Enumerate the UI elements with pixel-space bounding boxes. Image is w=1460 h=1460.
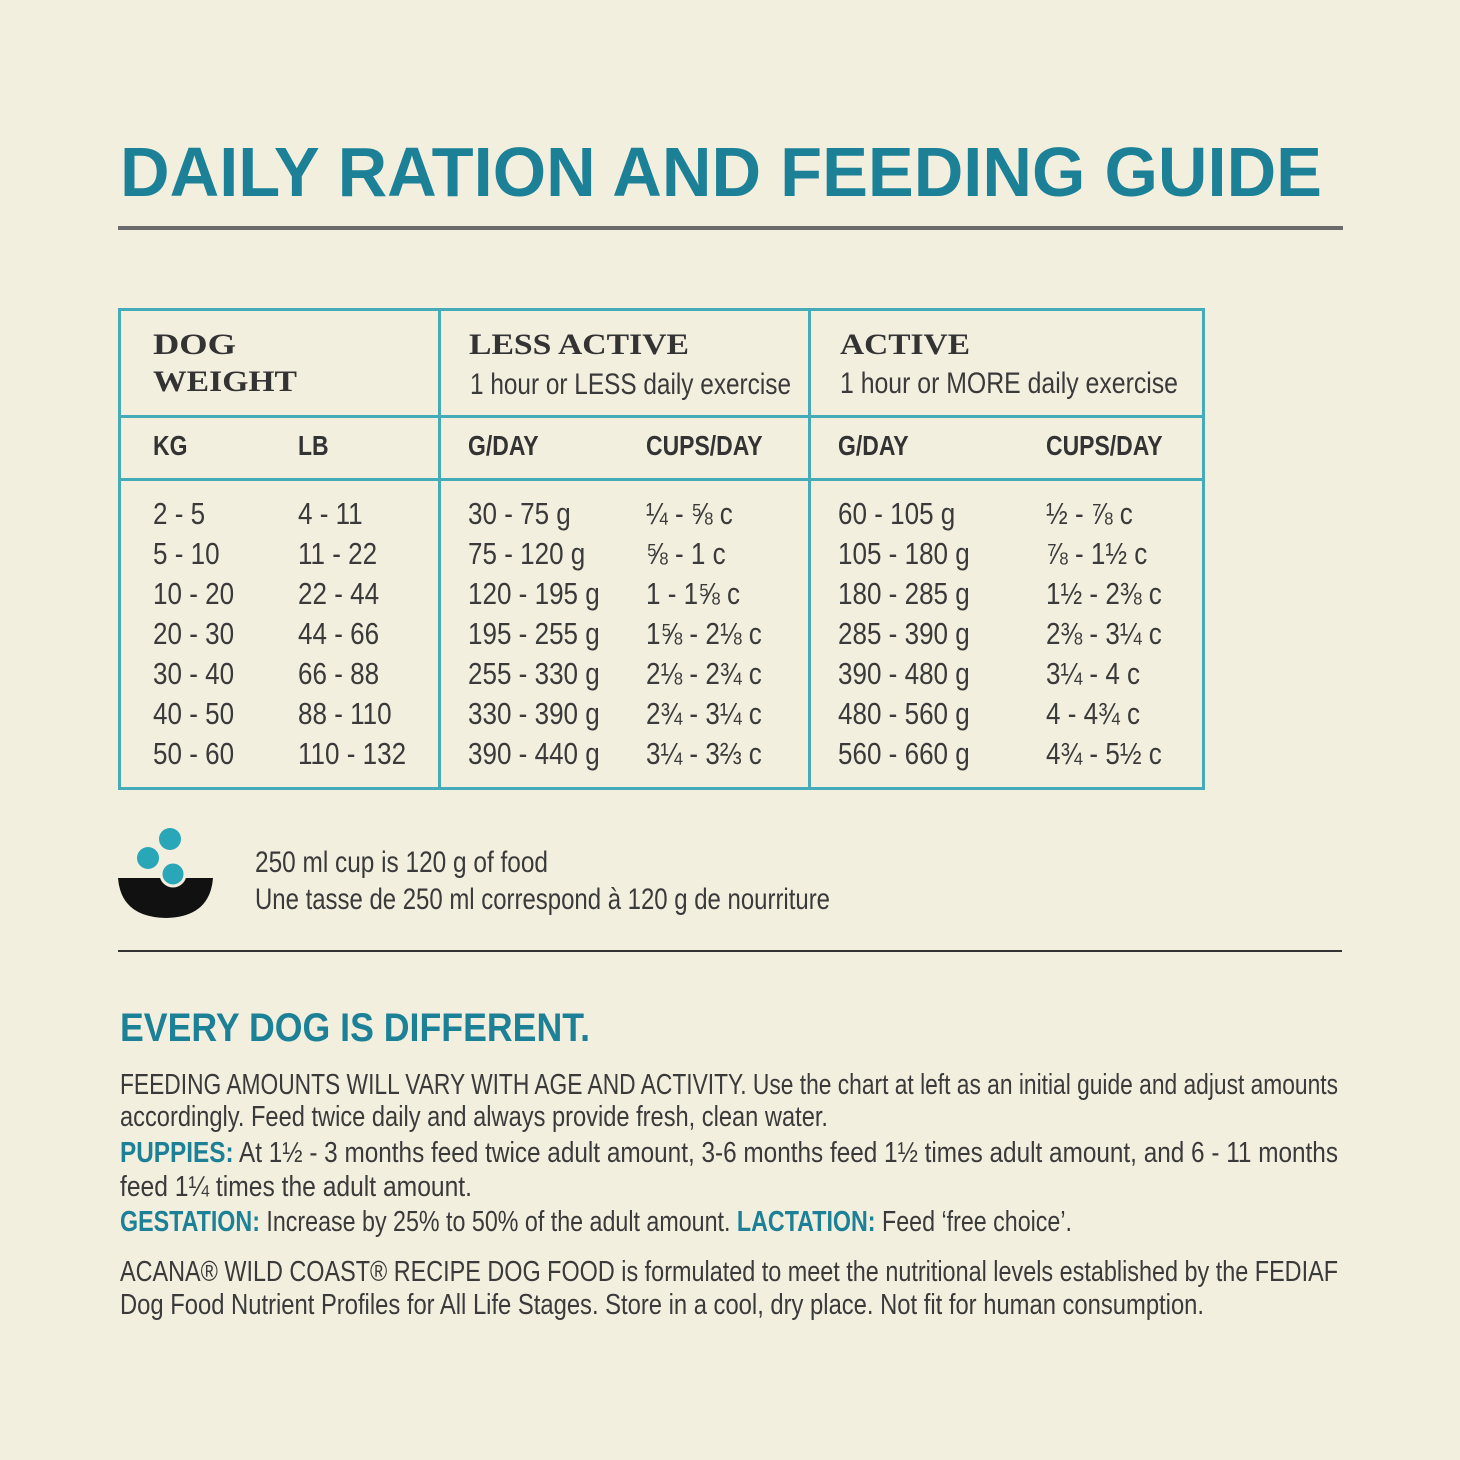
table-cell: 10 - 20 [153,576,235,611]
table-cell: ¼ - ⅝ c [646,496,733,531]
table-cell: 390 - 480 g [838,656,970,691]
column-divider [438,308,441,790]
table-cell: ⅝ - 1 c [646,536,726,571]
table-cell: 2⅛ - 2¾ c [646,656,762,691]
notes-intro: FEEDING AMOUNTS WILL VARY WITH AGE AND A… [120,1069,1338,1101]
notes-intro: accordingly. Feed twice daily and always… [120,1101,828,1133]
column-header: CUPS/DAY [1046,430,1163,461]
table-border [118,308,121,790]
header-dog-weight: WEIGHT [153,365,297,398]
lactation-text: Feed ‘free choice’. [882,1206,1072,1238]
table-cell: 1⅝ - 2⅛ c [646,616,762,651]
table-cell: 75 - 120 g [468,536,586,571]
column-header: LB [298,430,329,461]
table-cell: ⅞ - 1½ c [1046,536,1148,571]
table-cell: 4 - 11 [298,496,363,531]
column-header: G/DAY [468,430,539,461]
table-border [118,787,1205,790]
table-cell: 40 - 50 [153,696,235,731]
table-cell: 3¼ - 3⅔ c [646,736,762,771]
subheader-active: 1 hour or MORE daily exercise [840,367,1178,400]
table-cell: 20 - 30 [153,616,235,651]
table-cell: 22 - 44 [298,576,380,611]
table-cell: 1½ - 2⅜ c [1046,576,1162,611]
table-cell: 5 - 10 [153,536,220,571]
section-rule [118,950,1342,952]
header-dog-weight: DOG [153,328,236,361]
column-header: CUPS/DAY [646,430,763,461]
table-cell: 30 - 75 g [468,496,571,531]
table-cell: 60 - 105 g [838,496,956,531]
puppies-line: PUPPIES: At 1½ - 3 months feed twice adu… [120,1136,1338,1171]
table-cell: 88 - 110 [298,696,392,731]
puppies-text: At 1½ - 3 months feed twice adult amount… [238,1137,1338,1169]
table-cell: 285 - 390 g [838,616,970,651]
table-cell: 30 - 40 [153,656,235,691]
gestation-line: GESTATION: Increase by 25% to 50% of the… [120,1205,1072,1240]
table-cell: 2⅜ - 3¼ c [1046,616,1162,651]
disclaimer: Dog Food Nutrient Profiles for All Life … [120,1289,1204,1321]
column-header: G/DAY [838,430,909,461]
table-cell: 390 - 440 g [468,736,600,771]
bowl-icon [118,828,213,918]
gestation-label: GESTATION: [120,1206,260,1238]
table-cell: 330 - 390 g [468,696,600,731]
table-cell: 2¾ - 3¼ c [646,696,762,731]
table-cell: 11 - 22 [298,536,378,571]
table-cell: 195 - 255 g [468,616,600,651]
cup-note: 250 ml cup is 120 g of food [255,846,548,879]
column-divider [808,308,811,790]
title: DAILY RATION AND FEEDING GUIDE [120,133,1322,211]
subheader-less-active: 1 hour or LESS daily exercise [470,368,791,401]
lactation-label: LACTATION: [736,1206,876,1238]
table-cell: 110 - 132 [298,736,407,771]
row-divider [118,415,1205,418]
table-cell: ½ - ⅞ c [1046,496,1133,531]
table-cell: 560 - 660 g [838,736,970,771]
column-header: KG [153,430,188,461]
table-cell: 255 - 330 g [468,656,600,691]
table-cell: 44 - 66 [298,616,380,651]
row-divider [118,478,1205,481]
title-rule [118,226,1343,230]
puppies-label: PUPPIES: [120,1137,234,1169]
table-cell: 50 - 60 [153,736,235,771]
cup-note: Une tasse de 250 ml correspond à 120 g d… [255,883,830,916]
table-cell: 105 - 180 g [838,536,970,571]
puppies-line: feed 1¼ times the adult amount. [120,1171,472,1203]
table-border [118,308,1205,311]
notes-heading: EVERY DOG IS DIFFERENT. [120,1006,590,1050]
table-cell: 4 - 4¾ c [1046,696,1141,731]
gestation-text: Increase by 25% to 50% of the adult amou… [266,1206,731,1238]
table-cell: 2 - 5 [153,496,206,531]
table-cell: 66 - 88 [298,656,380,691]
header-less-active: LESS ACTIVE [469,328,689,361]
table-cell: 1 - 1⅝ c [646,576,741,611]
header-active: ACTIVE [840,328,970,361]
table-cell: 480 - 560 g [838,696,970,731]
table-cell: 4¾ - 5½ c [1046,736,1162,771]
table-cell: 120 - 195 g [468,576,600,611]
table-border [1202,308,1205,790]
table-cell: 180 - 285 g [838,576,970,611]
table-cell: 3¼ - 4 c [1046,656,1141,691]
disclaimer: ACANA® WILD COAST® RECIPE DOG FOOD is fo… [120,1256,1338,1288]
